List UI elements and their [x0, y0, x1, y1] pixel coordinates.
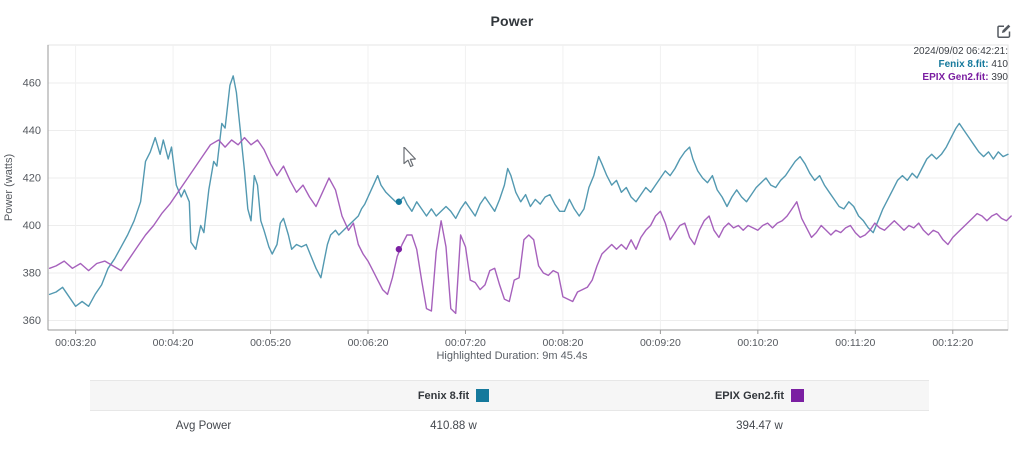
metric-label: Avg Power [90, 410, 317, 440]
power-chart[interactable]: 360 380 400 420 440 460 00:03:20 00:04:20 00:05:… [0, 0, 1024, 368]
y-tick-label: 440 [23, 125, 41, 137]
tooltip-fenix-value: 410 [991, 59, 1008, 70]
fenix-color-swatch [476, 389, 490, 402]
y-tick-label: 400 [23, 220, 41, 232]
table-row: Avg Power 410.88 w 394.47 w [90, 410, 929, 440]
fenix-avg-power-value: 410.88 w [317, 410, 590, 440]
epix-color-swatch [791, 389, 805, 402]
summary-header-row: Fenix 8.fit EPIX Gen2.fit [90, 380, 929, 411]
x-tick-label: 00:05:20 [250, 337, 291, 349]
x-tick-label: 00:04:20 [153, 337, 194, 349]
x-tick-label: 00:07:20 [445, 337, 486, 349]
fenix-column-label: Fenix 8.fit [417, 390, 470, 402]
x-tick-label: 00:08:20 [542, 337, 583, 349]
series-line-fenix[interactable] [48, 75, 1009, 307]
tooltip-epix-label: EPIX Gen2.fit: [922, 72, 989, 83]
x-tick-label: 00:03:20 [55, 337, 96, 349]
edit-icon [997, 24, 1011, 38]
edit-chart-button[interactable] [994, 22, 1014, 42]
plot-border [47, 44, 1009, 331]
highlighted-duration: Highlighted Duration: 9m 45.4s [436, 350, 588, 362]
series-line-epix[interactable] [48, 136, 1012, 315]
page-title: Power [490, 13, 534, 29]
tooltip-epix-value: 390 [991, 72, 1008, 83]
x-tick-label: 00:06:20 [348, 337, 389, 349]
chart-canvas[interactable]: 360 380 400 420 440 460 00:03:20 00:04:20 00:05:… [0, 0, 1024, 368]
x-tick-label: 00:10:20 [737, 337, 778, 349]
summary-col-epix: EPIX Gen2.fit [590, 380, 929, 411]
hover-marker-fenix [395, 198, 403, 205]
y-axis-title: Power (watts) [3, 154, 15, 221]
summary-col-metric [90, 380, 317, 411]
x-tick-label: 00:11:20 [835, 337, 875, 349]
epix-column-label: EPIX Gen2.fit [714, 390, 785, 402]
y-tick-label: 460 [23, 78, 41, 90]
summary-col-fenix: Fenix 8.fit [317, 380, 590, 411]
y-tick-label: 380 [23, 268, 41, 280]
epix-avg-power-value: 394.47 w [590, 410, 929, 440]
tooltip-row-fenix: Fenix 8.fit: 410 [913, 58, 1008, 71]
hover-tooltip: 2024/09/02 06:42:21: Fenix 8.fit: 410 EP… [913, 45, 1008, 84]
tooltip-fenix-label: Fenix 8.fit: [938, 59, 989, 70]
x-tick-label: 00:09:20 [640, 337, 681, 349]
tooltip-row-epix: EPIX Gen2.fit: 390 [913, 71, 1008, 84]
summary-table: Fenix 8.fit EPIX Gen2.fit Avg Power 410.… [90, 380, 929, 440]
y-tick-label: 360 [23, 315, 41, 327]
y-tick-label: 420 [23, 173, 41, 185]
hover-marker-epix [395, 246, 403, 253]
x-tick-label: 00:12:20 [932, 337, 973, 349]
tooltip-timestamp: 2024/09/02 06:42:21: [913, 46, 1008, 57]
